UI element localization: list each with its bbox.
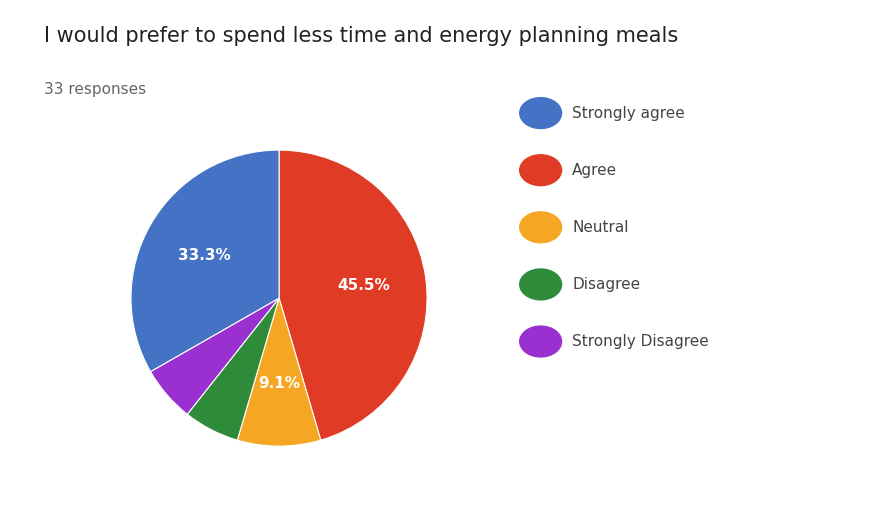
Wedge shape: [187, 298, 279, 440]
Text: 33 responses: 33 responses: [44, 82, 146, 97]
Text: I would prefer to spend less time and energy planning meals: I would prefer to spend less time and en…: [44, 26, 678, 46]
Wedge shape: [279, 150, 427, 440]
Text: 33.3%: 33.3%: [179, 248, 231, 263]
Circle shape: [520, 212, 562, 243]
Circle shape: [520, 269, 562, 300]
Circle shape: [520, 326, 562, 357]
Circle shape: [520, 155, 562, 186]
Wedge shape: [237, 298, 321, 446]
Text: Strongly agree: Strongly agree: [572, 105, 685, 121]
Text: 9.1%: 9.1%: [258, 376, 300, 392]
Wedge shape: [131, 150, 279, 372]
Text: Neutral: Neutral: [572, 220, 629, 235]
Text: Disagree: Disagree: [572, 277, 640, 292]
Text: 45.5%: 45.5%: [337, 279, 391, 293]
Text: Strongly Disagree: Strongly Disagree: [572, 334, 709, 349]
Wedge shape: [151, 298, 279, 414]
Text: Agree: Agree: [572, 163, 617, 178]
Circle shape: [520, 98, 562, 128]
